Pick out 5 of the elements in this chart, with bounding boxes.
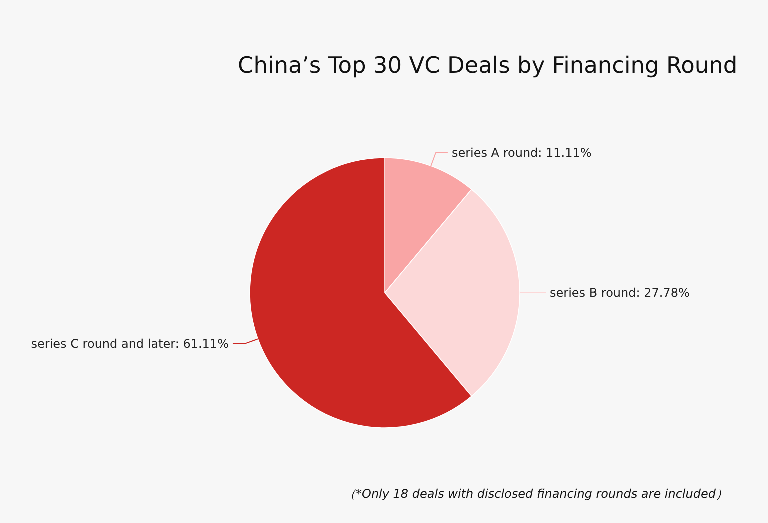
text: （*Only 18 deals with disclosed financing rounds are included） <box>344 487 728 501</box>
slice-label: series A round: 11.11% <box>452 146 592 160</box>
slice-label: series C round and later: 61.11% <box>31 336 229 351</box>
slice-label: series B round: 27.78% <box>550 286 690 300</box>
chart-title: China’s Top 30 VC Deals by Financing Round <box>238 53 738 79</box>
